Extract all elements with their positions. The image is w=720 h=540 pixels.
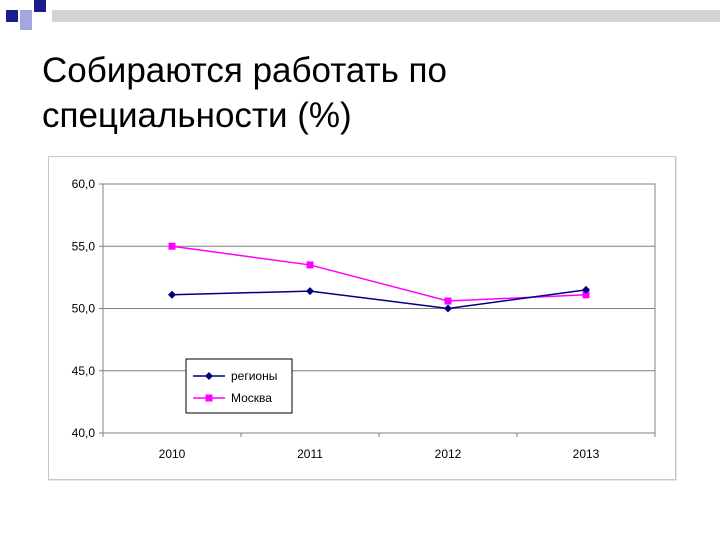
slide-title: Собираются работать по специальности (%) — [42, 48, 447, 138]
line-chart: 40,0 45,0 50,0 55,0 60,0 2010 2011 2012 2013 ре… — [72, 177, 656, 461]
data-point — [168, 290, 176, 299]
decor-square-dark-1 — [6, 10, 18, 22]
slide-title-line-2: специальности (%) — [42, 96, 352, 135]
y-tick-label: 45,0 — [72, 364, 96, 378]
x-tick-label: 2010 — [159, 447, 186, 461]
legend-item: Москва — [193, 391, 272, 405]
series-regions — [168, 285, 590, 313]
decor-square-light-2 — [20, 22, 32, 30]
chart-frame: 40,0 45,0 50,0 55,0 60,0 2010 2011 2012 2013 ре… — [48, 156, 676, 480]
series-line — [171, 289, 587, 310]
y-tick-label: 50,0 — [72, 302, 96, 316]
legend-label: регионы — [231, 369, 277, 383]
x-tick-label: 2013 — [573, 447, 600, 461]
legend: регионы Москва — [185, 358, 293, 414]
series-layer — [168, 242, 590, 313]
x-axis-ticks: 2010 2011 2012 2013 — [102, 433, 656, 461]
data-point — [582, 291, 590, 299]
data-point — [306, 287, 314, 296]
y-tick-label: 40,0 — [72, 426, 96, 440]
decor-square-light-1 — [20, 10, 32, 22]
legend-box — [185, 358, 293, 414]
y-tick-label: 55,0 — [72, 239, 96, 253]
legend-marker — [205, 394, 213, 402]
data-point — [444, 304, 452, 313]
slide-decoration — [6, 0, 720, 30]
data-point — [306, 261, 314, 269]
legend-item: регионы — [193, 369, 277, 383]
x-tick-label: 2012 — [435, 447, 462, 461]
grid-lines — [103, 245, 655, 372]
x-tick-label: 2011 — [297, 447, 323, 461]
legend-label: Москва — [231, 391, 272, 405]
series-moscow — [168, 242, 590, 305]
y-axis-ticks: 40,0 45,0 50,0 55,0 60,0 — [72, 177, 103, 440]
legend-marker — [205, 372, 213, 380]
data-point — [444, 297, 452, 305]
y-tick-label: 60,0 — [72, 177, 96, 191]
slide-title-line-1: Собираются работать по — [42, 51, 447, 90]
series-line — [171, 245, 587, 302]
decor-band — [52, 10, 720, 22]
decor-square-dark-2 — [34, 0, 46, 12]
data-point — [168, 242, 176, 250]
data-point — [582, 285, 590, 294]
